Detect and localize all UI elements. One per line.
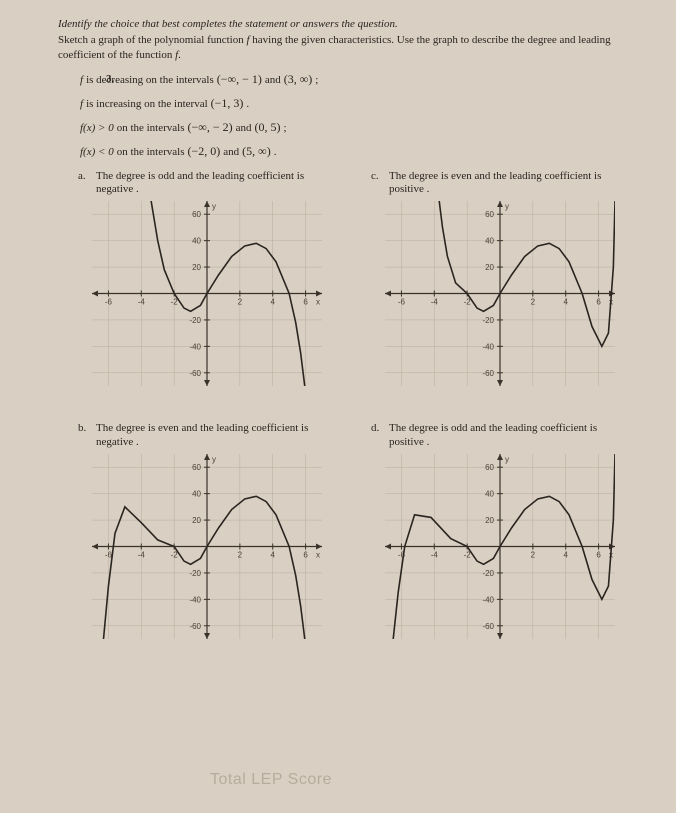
svg-text:40: 40 [485, 237, 494, 246]
svg-text:-20: -20 [482, 569, 494, 578]
svg-text:2: 2 [531, 550, 536, 559]
choice-d: d.The degree is odd and the leading coef… [371, 422, 634, 639]
svg-text:20: 20 [485, 263, 494, 272]
svg-text:-20: -20 [189, 569, 201, 578]
cond-pos-txt: on the intervals [117, 122, 185, 134]
svg-text:60: 60 [485, 210, 494, 219]
svg-text:y: y [212, 455, 216, 464]
cond-inc-i1: (−1, 3) [211, 96, 244, 111]
cond-and-2: and [236, 122, 252, 134]
cond-neg-f: f(x) < 0 [80, 146, 114, 158]
svg-text:x: x [316, 298, 320, 307]
cond-semi-1: ; [315, 74, 318, 86]
svg-text:y: y [212, 202, 216, 211]
watermark: Total LEP Score [210, 771, 332, 789]
svg-text:-4: -4 [431, 550, 439, 559]
cond-and-3: and [223, 146, 239, 158]
cond-neg-i2: (5, ∞) [242, 144, 271, 159]
choice-d-text: The degree is odd and the leading coeffi… [389, 422, 634, 450]
svg-text:-4: -4 [431, 298, 439, 307]
svg-text:60: 60 [192, 210, 201, 219]
svg-text:-6: -6 [398, 298, 406, 307]
svg-text:2: 2 [238, 298, 243, 307]
svg-text:60: 60 [485, 463, 494, 472]
cond-dec-i1: (−∞, − 1) [217, 72, 262, 87]
cond-inc-f: f [80, 98, 83, 110]
cond-neg-i1: (−2, 0) [188, 144, 221, 159]
cond-decreasing: f is decreasing on the intervals (−∞, − … [80, 73, 634, 88]
svg-text:4: 4 [563, 298, 568, 307]
svg-text:y: y [505, 455, 509, 464]
svg-text:20: 20 [485, 516, 494, 525]
instruction: Identify the choice that best completes … [58, 18, 634, 30]
svg-text:6: 6 [303, 298, 308, 307]
cond-dec-f: f [80, 74, 83, 86]
choice-b-text: The degree is even and the leading coeff… [96, 422, 341, 450]
svg-text:-4: -4 [138, 298, 146, 307]
graph-c: -6-4-2246-60-40-20204060xy [385, 201, 615, 386]
svg-text:-4: -4 [138, 550, 146, 559]
choice-d-letter: d. [371, 422, 383, 450]
svg-text:20: 20 [192, 516, 201, 525]
svg-text:2: 2 [238, 550, 243, 559]
choice-a-letter: a. [78, 170, 90, 198]
svg-text:-20: -20 [189, 316, 201, 325]
svg-text:20: 20 [192, 263, 201, 272]
svg-text:40: 40 [192, 237, 201, 246]
svg-text:60: 60 [192, 463, 201, 472]
cond-and-1: and [265, 74, 281, 86]
cond-period-1: . [246, 98, 249, 110]
prompt-pre: Sketch a graph of the polynomial functio… [58, 34, 246, 46]
cond-neg-txt: on the intervals [117, 146, 185, 158]
svg-text:2: 2 [531, 298, 536, 307]
choice-c: c.The degree is even and the leading coe… [371, 170, 634, 387]
question-number: 3. [106, 73, 114, 85]
svg-text:40: 40 [192, 489, 201, 498]
cond-positive: f(x) > 0 on the intervals (−∞, − 2) and … [80, 121, 634, 136]
svg-text:-60: -60 [482, 369, 494, 378]
cond-inc-txt: is increasing on the interval [86, 98, 208, 110]
cond-pos-i2: (0, 5) [255, 120, 281, 135]
svg-text:4: 4 [563, 550, 568, 559]
svg-text:6: 6 [303, 550, 308, 559]
prompt-post: . [178, 49, 181, 61]
svg-text:-40: -40 [482, 343, 494, 352]
svg-text:6: 6 [596, 550, 601, 559]
cond-dec-i2: (3, ∞) [284, 72, 313, 87]
cond-semi-2: ; [284, 122, 287, 134]
graph-a: -6-4-2246-60-40-20204060xy [92, 201, 322, 386]
choice-c-text: The degree is even and the leading coeff… [389, 170, 634, 198]
choice-b-letter: b. [78, 422, 90, 450]
svg-text:x: x [316, 550, 320, 559]
cond-negative: f(x) < 0 on the intervals (−2, 0) and (5… [80, 145, 634, 160]
svg-text:y: y [505, 202, 509, 211]
conditions: f is decreasing on the intervals (−∞, − … [80, 73, 634, 160]
cond-period-2: . [274, 146, 277, 158]
choice-a: a.The degree is odd and the leading coef… [78, 170, 341, 387]
svg-text:6: 6 [596, 298, 601, 307]
choice-c-letter: c. [371, 170, 383, 198]
svg-text:-60: -60 [189, 369, 201, 378]
svg-text:-60: -60 [189, 621, 201, 630]
svg-text:-6: -6 [105, 298, 113, 307]
svg-text:-40: -40 [482, 595, 494, 604]
choice-b: b.The degree is even and the leading coe… [78, 422, 341, 639]
graph-d: -6-4-2246-60-40-20204060xy [385, 454, 615, 639]
svg-text:-40: -40 [189, 343, 201, 352]
cond-pos-i1: (−∞, − 2) [188, 120, 233, 135]
svg-text:4: 4 [270, 550, 275, 559]
svg-text:-40: -40 [189, 595, 201, 604]
cond-pos-f: f(x) > 0 [80, 122, 114, 134]
svg-text:40: 40 [485, 489, 494, 498]
choice-a-text: The degree is odd and the leading coeffi… [96, 170, 341, 198]
graph-b: -6-4-2246-60-40-20204060xy [92, 454, 322, 639]
cond-increasing: f is increasing on the interval (−1, 3). [80, 97, 634, 112]
svg-text:4: 4 [270, 298, 275, 307]
svg-text:-20: -20 [482, 316, 494, 325]
choices-grid: a.The degree is odd and the leading coef… [78, 170, 634, 639]
prompt: Sketch a graph of the polynomial functio… [58, 33, 634, 63]
svg-text:-60: -60 [482, 621, 494, 630]
